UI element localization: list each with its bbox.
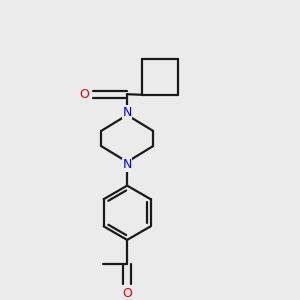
Text: O: O (122, 287, 132, 300)
Text: N: N (122, 106, 132, 119)
Text: N: N (122, 158, 132, 171)
Text: O: O (80, 88, 89, 101)
